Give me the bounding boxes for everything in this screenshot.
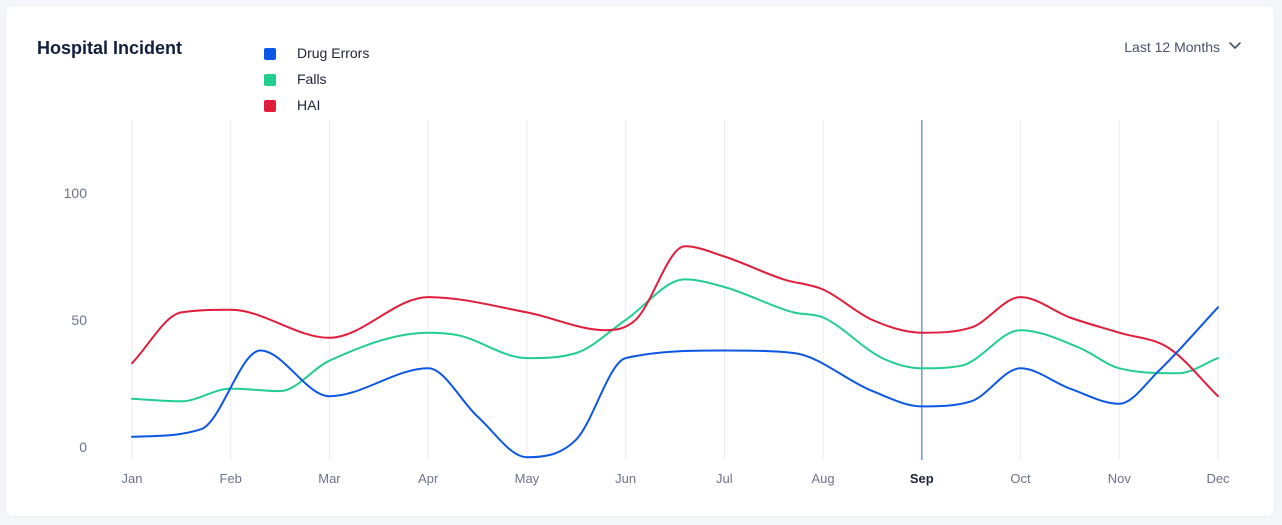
y-tick-label: 50 [71,312,87,328]
y-tick-label: 0 [79,439,87,455]
range-dropdown[interactable]: Last 12 Months [1124,39,1242,55]
incident-chart-card: Hospital Incident Drug Errors Falls HAI La… [5,5,1275,517]
x-tick-label: Dec [1206,471,1230,486]
series-line-hai [131,245,1219,398]
x-tick-label: Jul [716,471,733,486]
legend-swatch [264,99,276,112]
legend-swatch [264,73,276,86]
x-tick-label: Feb [220,471,242,486]
chevron-down-icon [1229,42,1241,49]
series-line-drug-errors [131,306,1219,459]
x-tick-label: Sep [910,471,934,486]
x-tick-label: Mar [318,471,341,486]
series-line-falls [131,278,1219,403]
x-tick-label: Aug [812,471,835,486]
x-tick-label: Apr [418,471,439,486]
x-tick-label: May [515,471,540,486]
legend-item-hai[interactable]: HAI [264,88,369,123]
chart-legend: Drug Errors Falls HAI [264,36,369,123]
x-tick-label: Oct [1010,471,1031,486]
chart-title: Hospital Incident [37,38,183,58]
legend-label: Falls [297,71,327,87]
legend-label: Drug Errors [297,45,370,61]
x-tick-label: Jan [122,471,143,486]
legend-item-falls[interactable]: Falls [264,62,369,97]
y-tick-label: 100 [64,185,88,201]
x-tick-label: Nov [1108,471,1132,486]
x-tick-label: Jun [615,471,636,486]
range-label: Last 12 Months [1124,39,1220,55]
legend-item-drug-errors[interactable]: Drug Errors [264,36,369,71]
legend-swatch [264,47,276,60]
legend-label: HAI [297,97,321,113]
